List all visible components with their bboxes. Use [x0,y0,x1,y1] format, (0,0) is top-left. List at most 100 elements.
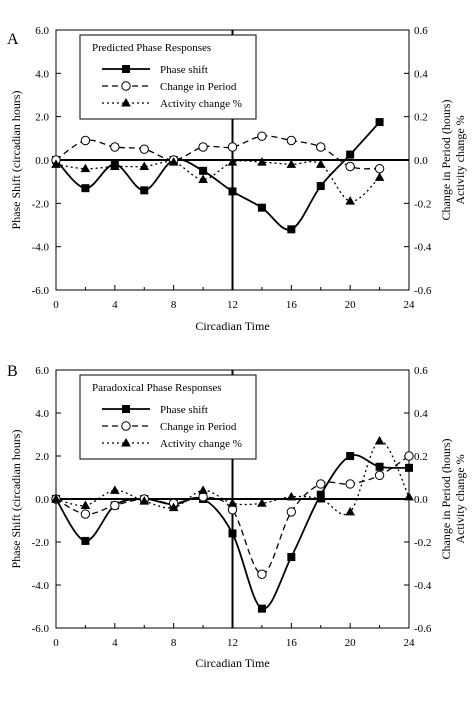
data-point-square [287,225,296,234]
data-point-triangle [345,196,355,205]
data-point-triangle [110,161,120,170]
x-tick-label: 0 [53,299,59,311]
y-right-tick-label: -0.6 [414,285,432,297]
series-change-in-period [51,131,385,174]
data-point-triangle [80,500,91,509]
data-point-circle [345,479,355,489]
x-tick-label: 16 [286,637,298,649]
data-point-square [199,166,208,175]
y-right-tick-label: 0.4 [414,68,428,80]
data-point-circle [374,470,385,481]
x-tick-label: 20 [345,299,357,311]
y-right-tick-label: 0.4 [414,408,428,420]
data-point-circle [374,163,385,174]
y-left-tick-label: 6.0 [35,25,49,37]
panel-a: 0 4 8 12 16 20 24 6.0 4.0 2.0 0.0 -2.0 -4.0 -6.0 0.6 0.… [7,25,467,333]
y-right-tick-label: 0.2 [414,451,428,463]
y-right-tick-label: 0.0 [414,494,428,506]
x-tick-label: 12 [227,299,238,311]
x-tick-label: 24 [404,637,416,649]
legend-box [79,374,257,460]
data-point-triangle [286,491,297,501]
series-line [55,121,381,231]
data-point-circle [286,507,297,517]
data-point-triangle [227,157,238,166]
data-point-triangle [198,174,208,183]
x-tick-label: 8 [171,637,177,649]
legend-marker-circle [121,81,131,91]
legend-marker-square [122,405,130,413]
x-tick-label: 8 [171,299,177,311]
data-point-circle [80,509,91,519]
y-left-tick-label: -6.0 [32,623,50,635]
data-point-square [375,462,384,471]
series-line [55,440,410,515]
y-right-axis-label-activity: Activity change % [453,454,467,543]
panel-label: B [7,363,18,380]
data-point-circle [345,161,355,172]
y-left-tick-label: -2.0 [32,537,50,549]
data-point-square [405,463,413,472]
legend-marker-circle [121,421,131,431]
data-point-triangle [198,485,208,494]
data-point-circle [198,492,208,502]
data-point-triangle [51,494,61,503]
data-point-square [81,536,90,545]
data-point-triangle [168,157,179,166]
y-left-tick-label: 2.0 [35,451,49,463]
y-right-tick-label: 0.2 [414,112,428,124]
data-point-triangle [139,496,150,505]
legend-label: Phase shift [160,64,208,76]
x-tick-label: 20 [345,637,357,649]
y-right-tick-label: -0.6 [414,623,432,635]
data-point-triangle [139,161,150,170]
y-left-axis-label: Phase Shift (circadian hours) [9,430,23,569]
data-point-circle [139,144,149,154]
panel-label: A [7,31,19,48]
y-left-tick-label: -4.0 [32,242,50,254]
legend-label: Phase shift [160,404,208,416]
data-point-circle [227,142,238,152]
legend-box [79,34,257,120]
data-point-circle [198,142,208,152]
x-tick-label: 24 [404,299,416,311]
legend: Paradoxical Phase Responses Phase shift Ch… [79,374,257,460]
legend-label: Activity change % [160,438,242,450]
y-right-tick-label: -0.4 [414,580,432,592]
y-right-tick-label: -0.4 [414,242,432,254]
data-point-triangle [168,502,179,512]
data-point-circle [257,131,267,141]
data-point-square [140,186,149,195]
data-point-circle [286,135,297,146]
legend-label: Change in Period [160,81,237,93]
y-left-tick-label: -4.0 [32,580,50,592]
y-right-tick-label: 0.0 [414,155,428,167]
x-axis-label: Circadian Time [195,656,269,670]
x-tick-label: 16 [286,299,298,311]
data-point-circle [110,142,120,152]
y-right-tick-label: -0.2 [414,198,431,210]
data-point-triangle [404,491,414,501]
data-point-square [228,187,237,196]
data-point-square [81,184,90,193]
series-phase-shift [52,118,384,234]
legend-marker-triangle [121,98,131,107]
data-point-circle [404,451,414,461]
y-left-tick-label: 4.0 [35,68,49,80]
x-tick-label: 12 [227,637,238,649]
y-left-tick-label: 6.0 [35,365,49,377]
data-point-circle [227,505,238,515]
data-point-circle [80,135,91,146]
data-point-square [257,604,266,613]
legend-title: Paradoxical Phase Responses [92,382,222,394]
legend-label: Change in Period [160,421,237,433]
x-tick-label: 4 [112,299,118,311]
y-left-tick-label: 4.0 [35,408,49,420]
y-right-tick-label: -0.2 [414,537,431,549]
data-point-triangle [315,159,326,168]
data-point-triangle [315,494,326,503]
data-point-circle [316,479,326,489]
series-activity-change [51,157,385,205]
data-point-triangle [286,159,297,168]
